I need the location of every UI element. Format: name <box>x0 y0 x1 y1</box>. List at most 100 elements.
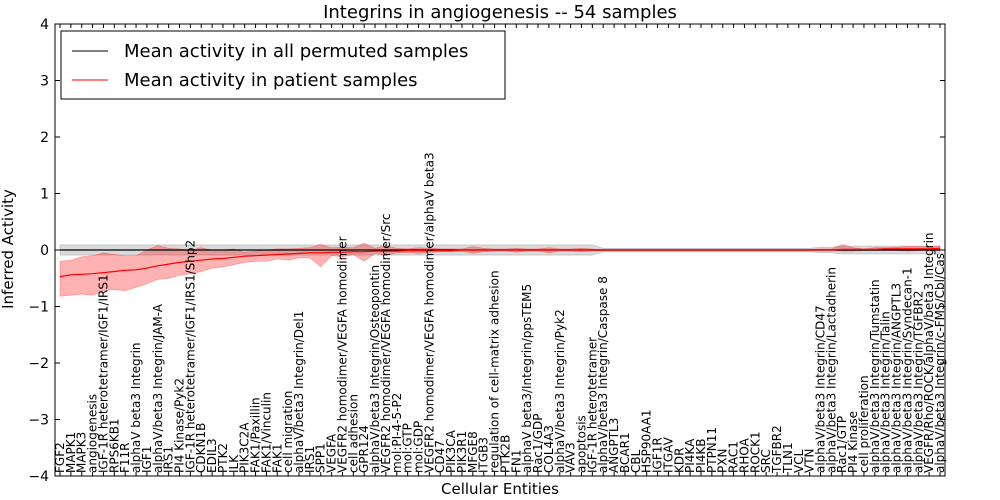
series-lines <box>59 247 941 278</box>
x-tick-label: FGF2 <box>53 442 67 473</box>
x-tick-label: ITGB3 <box>477 437 491 473</box>
x-tick-label: alphaV/beta3 Integrin/Talin <box>879 311 893 473</box>
x-tick-label: SPP1 <box>314 443 328 473</box>
x-tick-label: MAPK1 <box>64 432 78 473</box>
legend-label-permuted: Mean activity in all permuted samples <box>124 41 468 62</box>
y-tick-label: −1 <box>28 300 49 316</box>
x-tick-label: COL4A3 <box>542 425 556 473</box>
x-tick-label: FAK1/Vinculin <box>259 392 273 473</box>
x-tick-label: VAV3 <box>564 442 578 473</box>
x-tick-label: alphaV/beta3 Integrin/Pyk2 <box>553 309 567 473</box>
x-tick-label: apoptosis <box>575 415 589 473</box>
x-tick-label: IGF1 <box>140 446 154 473</box>
x-tick-label: VEGFR2 homodimer/VEGFA homodimer <box>336 236 350 473</box>
x-tick-label: alphaV/beta3 Integrin/Osteopontin <box>368 265 382 473</box>
x-tick-label: alphaV beta3/Integrin/ppsTEM5 <box>520 284 534 473</box>
x-tick-label: TGFBR2 <box>770 425 784 474</box>
line-patient <box>59 247 941 278</box>
y-tick-label: −4 <box>28 469 49 485</box>
x-tick-label: FAK1/Paxillin <box>249 397 263 473</box>
x-tick-label: RPS6KB1 <box>107 418 121 473</box>
x-tick-label: IRS1 <box>162 446 176 473</box>
x-tick-label: alphaV/beta3 Integrin/CD47 <box>814 305 828 473</box>
x-tick-label: CDKN1B <box>194 423 208 473</box>
x-tick-label: CD47 <box>433 440 447 473</box>
x-tick-label: ITGAV <box>661 436 675 473</box>
x-tick-label: regulation of cell-matrix adhesion <box>488 270 502 473</box>
x-tick-label: PXN <box>716 449 730 473</box>
x-tick-label: HSP90AA1 <box>640 409 654 473</box>
chart-title: Integrins in angiogenesis -- 54 samples <box>323 2 677 23</box>
x-tick-label: mol:GDP <box>412 421 426 473</box>
x-tick-label: VEGFR2 homodimer/VEGFA homodimer/alphaV … <box>422 152 436 473</box>
y-tick-label: −3 <box>28 413 49 429</box>
x-tick-label: PI4 Kinase <box>846 411 860 473</box>
x-tick-label: VEGFA <box>325 433 339 473</box>
x-tick-label: PIK3C2A <box>238 422 252 473</box>
x-tick-label: alphaV beta3 Integrin <box>129 342 143 473</box>
x-tick-label: alphaV/beta3 Integrin/c-FMS/Cbl/Cas <box>933 253 947 473</box>
x-tick-label: PI4KB <box>694 438 708 473</box>
x-tick-label: cell migration <box>281 391 295 473</box>
x-tick-label: VTN <box>803 448 817 473</box>
x-tick-label: alphaV/beta3 Integrin/Del1 <box>292 311 306 473</box>
y-tick-label: 2 <box>40 130 49 146</box>
x-tick-label: Rac1/GTP <box>835 416 849 473</box>
legend: Mean activity in all permuted samples Me… <box>60 30 506 100</box>
legend-label-patient: Mean activity in patient samples <box>124 70 418 91</box>
x-tick-label: VCL <box>792 449 806 473</box>
legend-box <box>60 30 506 100</box>
x-tick-label: MAPK3 <box>75 432 89 473</box>
x-tick-label: BCAR1 <box>618 432 632 473</box>
x-tick-label: GPR124 <box>357 425 371 473</box>
x-tick-label: RHOA <box>737 437 751 473</box>
x-tick-label: ANGPTL3 <box>607 418 621 473</box>
x-tick-label: RAC1 <box>727 441 741 473</box>
y-axis-label: Inferred Activity <box>0 189 17 309</box>
x-tick-label: VEGFR/Rho/ROCK/alphaV/beta3 Integrin <box>922 232 936 473</box>
x-tick-label: SRC <box>759 449 773 473</box>
x-tick-label: KDR <box>672 448 686 473</box>
x-tick-label: Rac1/GDP <box>531 414 545 473</box>
x-tick-label: PTPN11 <box>705 427 719 473</box>
x-tick-label: IGF1R <box>651 437 665 473</box>
y-axis-ticks: −4 −3 −2 −1 0 1 2 3 4 <box>28 17 945 485</box>
x-tick-label: ROCK1 <box>748 431 762 473</box>
x-tick-label: angiogenesis <box>86 394 100 473</box>
x-tick-label: ILK <box>227 454 241 473</box>
x-tick-label: mol:GTP <box>401 423 415 473</box>
y-tick-label: 3 <box>40 74 49 90</box>
x-tick-label: PTK2B <box>498 435 512 473</box>
x-tick-label: VEGFR2 homodimer/VEGFA homodimer/Src <box>379 213 393 473</box>
x-tick-label: IGF-1R heterotetramer <box>585 337 599 473</box>
x-tick-label: PIK3R1 <box>455 431 469 473</box>
x-tick-label: cell proliferation <box>857 375 871 473</box>
x-tick-label: alphaV/beta3 Integrin/Caspase 8 <box>596 276 610 473</box>
x-axis-label: Cellular Entities <box>441 480 559 498</box>
x-tick-label: alphaV/beta3 Integrin/ANGPTL3 <box>890 283 904 473</box>
y-tick-label: −2 <box>28 356 49 372</box>
x-tick-label: TLN1 <box>781 442 795 474</box>
x-tick-label: alphaV/beta3 Integrin/Syndecan-1 <box>900 267 914 473</box>
y-tick-label: 1 <box>40 187 49 203</box>
y-tick-label: 0 <box>40 243 49 259</box>
x-tick-label: IRS1 <box>303 446 317 473</box>
x-tick-label: PI4KA <box>683 438 697 473</box>
x-tick-label: MFGE8 <box>466 431 480 473</box>
x-tick-label: alphaV/beta3 Integrin/Tumstatin <box>868 279 882 473</box>
x-tick-label: PIK3CA <box>444 429 458 473</box>
x-tick-label: mol:PI-4-5-P2 <box>390 393 404 473</box>
x-tick-label: alphaV/beta3 Integrin/JAM-A <box>151 303 165 473</box>
x-tick-label: PTK2 <box>216 443 230 473</box>
x-tick-label: cell adhesion <box>346 394 360 473</box>
x-tick-label: alphaV/beta3 Integrin/Lactadherin <box>824 267 838 473</box>
x-tick-label: PI4 Kinase/Pyk2 <box>173 378 187 473</box>
x-tick-label: alphaV/beta3 Integrin/TGFBR2 <box>911 290 925 473</box>
x-tick-label: FN1 <box>509 449 523 473</box>
x-tick-label: F11R <box>118 442 132 473</box>
x-tick-label: FAK1 <box>270 443 284 473</box>
x-tick-label: IGF-1R heterotetramer/IGF1/IRS1/Shp2 <box>183 240 197 473</box>
x-tick-label: IGF-1R heterotetramer/IGF1/IRS1 <box>97 274 111 473</box>
